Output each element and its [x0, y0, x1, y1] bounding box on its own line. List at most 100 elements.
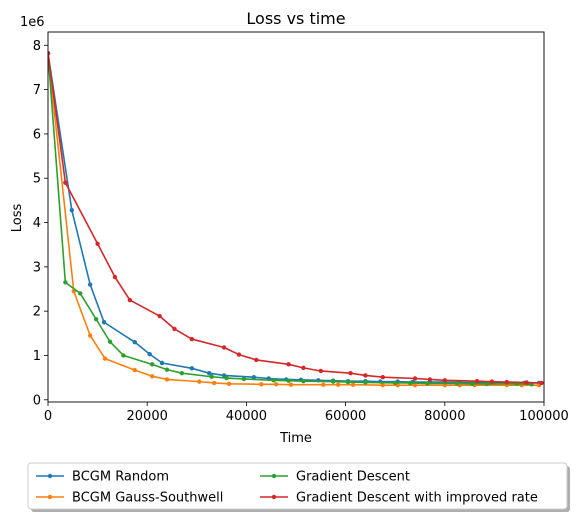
data-point — [350, 382, 356, 387]
data-point — [132, 367, 137, 373]
series-4 — [48, 51, 544, 386]
data-point — [127, 297, 133, 303]
data-point — [149, 374, 155, 379]
legend-label: Gradient Descent with improved rate — [296, 491, 538, 506]
legend-label: BCGM Random — [72, 470, 169, 485]
y-tick-label: 6 — [33, 127, 41, 142]
data-point — [224, 375, 229, 381]
data-point — [226, 381, 232, 387]
data-point — [539, 380, 544, 386]
data-point — [78, 291, 83, 296]
legend-item: Gradient Descent with improved rate — [260, 491, 538, 506]
data-point — [69, 207, 75, 213]
data-point — [321, 382, 326, 387]
data-point — [102, 356, 108, 361]
data-point — [179, 371, 185, 376]
data-point — [363, 380, 368, 385]
data-point — [380, 374, 385, 380]
data-point — [95, 241, 100, 247]
data-point — [301, 378, 306, 384]
y-tick-label: 3 — [33, 260, 41, 275]
data-point — [172, 326, 177, 332]
plot-frame — [47, 31, 545, 403]
data-point — [147, 351, 152, 357]
data-point — [209, 374, 214, 379]
data-point — [93, 316, 99, 322]
x-tick-label: 40000 — [226, 409, 267, 424]
data-point — [132, 339, 137, 345]
data-point — [149, 362, 155, 367]
y-axis-label: Loss — [10, 204, 25, 233]
data-point — [273, 382, 279, 387]
data-point — [87, 333, 93, 338]
data-point — [197, 379, 202, 384]
data-point — [380, 382, 385, 388]
data-point — [442, 378, 447, 383]
data-point — [236, 352, 242, 357]
data-point — [157, 313, 162, 319]
plot-area: 0 20000 40000 60000 80000 100000 0 1 2 3 4 5 6 7 8 — [33, 31, 569, 424]
data-point — [107, 339, 113, 344]
data-point — [121, 353, 126, 358]
data-point — [259, 382, 264, 387]
data-point — [286, 378, 291, 383]
data-point — [48, 51, 51, 56]
y-tick-label: 2 — [33, 305, 41, 320]
data-point — [189, 366, 195, 371]
data-point — [412, 382, 418, 388]
x-tick-label: 0 — [44, 409, 52, 424]
data-point — [393, 380, 398, 386]
y-tick-label: 0 — [33, 393, 41, 408]
y-tick-label: 4 — [33, 216, 41, 231]
data-point — [335, 382, 341, 387]
x-tick-label: 100000 — [519, 409, 569, 424]
legend-label: BCGM Gauss-Southwell — [72, 491, 223, 506]
data-point — [207, 371, 212, 376]
data-point — [407, 380, 413, 386]
data-point — [504, 379, 509, 385]
y-tick-label: 5 — [33, 172, 41, 187]
x-tick-label: 60000 — [325, 409, 366, 424]
data-point — [63, 280, 68, 285]
data-point — [254, 357, 259, 363]
data-point — [524, 380, 529, 385]
data-point — [301, 365, 306, 371]
data-point — [288, 382, 294, 387]
data-point — [345, 379, 351, 385]
legend-box — [27, 462, 568, 510]
data-point — [189, 336, 195, 342]
data-point — [241, 376, 247, 382]
legend-item: Gradient Descent — [260, 470, 410, 485]
data-point — [331, 379, 336, 384]
data-point — [63, 180, 68, 185]
data-point — [489, 379, 495, 384]
data-point — [318, 368, 323, 374]
data-point — [87, 282, 93, 287]
series-line — [48, 53, 532, 386]
legend-marker — [271, 494, 277, 500]
data-point — [286, 362, 291, 367]
data-point — [469, 381, 475, 387]
y-tick-label: 7 — [33, 83, 41, 98]
data-point — [348, 371, 353, 376]
legend: BCGM Random BCGM Gauss-Southwell Gradient … — [27, 462, 570, 512]
data-point — [164, 367, 170, 372]
data-point — [425, 381, 430, 386]
series-group — [48, 51, 544, 388]
legend-label: Gradient Descent — [296, 470, 410, 485]
data-point — [101, 320, 107, 325]
data-point — [484, 381, 490, 387]
y-tick-label: 1 — [33, 349, 41, 364]
data-point — [159, 360, 165, 366]
data-point — [164, 377, 170, 382]
legend-item: BCGM Random — [36, 470, 169, 485]
data-point — [455, 381, 460, 386]
data-point — [363, 373, 368, 378]
legend-marker — [47, 473, 53, 479]
y-tick-label: 8 — [33, 39, 41, 54]
data-point — [112, 274, 118, 280]
legend-item: BCGM Gauss-Southwell — [36, 491, 223, 506]
legend-marker — [47, 494, 53, 500]
x-axis-label: Time — [279, 431, 312, 446]
